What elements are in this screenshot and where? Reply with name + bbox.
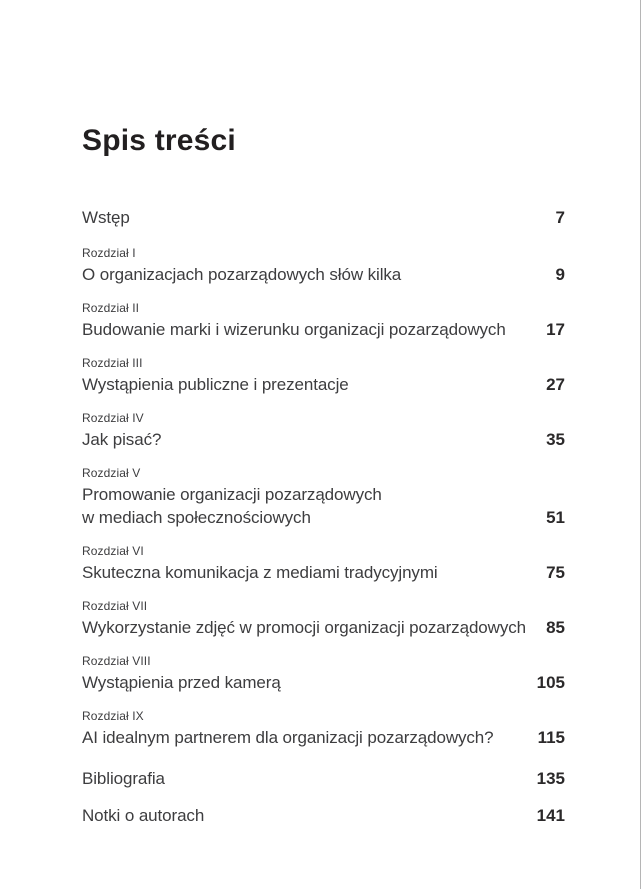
chapter-label: Rozdział I (82, 246, 136, 260)
entry-page-number: 75 (546, 563, 565, 582)
entry-page-number: 51 (546, 508, 565, 527)
entry-page-number: 7 (555, 208, 565, 227)
entry-title: AI idealnym partnerem dla organizacji po… (82, 728, 494, 747)
entry-title: Promowanie organizacji pozarządowych w m… (82, 485, 382, 527)
entry-page-number: 35 (546, 430, 565, 449)
chapter-label: Rozdział III (82, 356, 143, 370)
chapter-label: Rozdział VI (82, 544, 144, 558)
toc-entry-rozdzial-5: Rozdział V Promowanie organizacji pozarz… (82, 465, 565, 529)
entry-page-number: 9 (555, 265, 565, 284)
entry-page-number: 135 (536, 769, 565, 788)
toc-entry-rozdzial-7: Rozdział VII Wykorzystanie zdjęć w promo… (82, 598, 565, 639)
chapter-label: Rozdział V (82, 466, 141, 480)
entry-page-number: 17 (546, 320, 565, 339)
toc-entry-rozdzial-6: Rozdział VI Skuteczna komunikacja z medi… (82, 543, 565, 584)
toc-entry-rozdzial-9: Rozdział IX AI idealnym partnerem dla or… (82, 708, 565, 749)
entry-title: Notki o autorach (82, 806, 205, 825)
entry-page-number: 141 (536, 806, 565, 825)
entry-page-number: 115 (537, 728, 565, 747)
entry-title: Budowanie marki i wizerunku organizacji … (82, 320, 506, 339)
entry-title: Wystąpienia przed kamerą (82, 673, 281, 692)
entry-title: Wstęp (82, 208, 130, 227)
chapter-label: Rozdział II (82, 301, 140, 315)
toc-entry-notki: Notki o autorach 141 (82, 804, 565, 827)
chapter-label: Rozdział VII (82, 599, 148, 613)
entry-title: Wykorzystanie zdjęć w promocji organizac… (82, 618, 526, 637)
entry-page-number: 105 (536, 673, 565, 692)
entry-page-number: 85 (546, 618, 565, 637)
toc-entry-rozdzial-2: Rozdział II Budowanie marki i wizerunku … (82, 300, 565, 341)
toc-entry-rozdzial-4: Rozdział IV Jak pisać? 35 (82, 410, 565, 451)
toc-entry-rozdzial-1: Rozdział I O organizacjach pozarządowych… (82, 245, 565, 286)
entry-title: O organizacjach pozarządowych słów kilka (82, 265, 402, 284)
chapter-label: Rozdział IX (82, 709, 144, 723)
entry-title: Bibliografia (82, 769, 165, 788)
page-title: Spis treści (82, 124, 236, 157)
toc-entry-rozdzial-3: Rozdział III Wystąpienia publiczne i pre… (82, 355, 565, 396)
chapter-label: Rozdział IV (82, 411, 144, 425)
toc-content: Spis treści Wstęp 7 Rozdział I O organiz… (82, 120, 565, 841)
chapter-label: Rozdział VIII (82, 654, 151, 668)
toc-entry-wstep: Wstęp 7 (82, 206, 565, 229)
entry-title: Jak pisać? (82, 430, 162, 449)
toc-entry-bibliografia: Bibliografia 135 (82, 767, 565, 790)
entry-title: Skuteczna komunikacja z mediami tradycyj… (82, 563, 438, 582)
entry-page-number: 27 (546, 375, 565, 394)
entry-title: Wystąpienia publiczne i prezentacje (82, 375, 349, 394)
toc-entry-rozdzial-8: Rozdział VIII Wystąpienia przed kamerą 1… (82, 653, 565, 694)
